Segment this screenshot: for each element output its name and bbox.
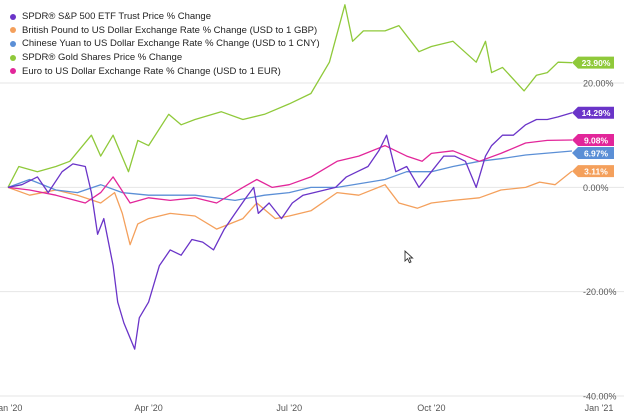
end-label-badge [572, 106, 614, 119]
end-label: 23.90% [582, 58, 611, 68]
x-tick-label: Oct '20 [417, 403, 445, 413]
legend-label: British Pound to US Dollar Exchange Rate… [22, 24, 318, 36]
end-labels: 23.90% 14.29% 9.08% 6.97% 3.11% [572, 56, 614, 178]
legend-item[interactable]: Euro to US Dollar Exchange Rate % Change… [10, 64, 320, 78]
legend-item[interactable]: Chinese Yuan to US Dollar Exchange Rate … [10, 37, 320, 51]
x-tick-label: Jul '20 [276, 403, 302, 413]
y-tick-label: -20.00% [583, 287, 617, 297]
y-tick-label: 20.00% [583, 79, 614, 89]
series-line [7, 4, 573, 188]
x-tick-label: Apr '20 [134, 403, 162, 413]
legend-label: SPDR® Gold Shares Price % Change [22, 52, 183, 64]
end-label: 3.11% [584, 166, 608, 176]
grid-lines [0, 82, 624, 397]
mouse-pointer-icon [404, 249, 414, 264]
legend-dot-icon [10, 27, 16, 34]
legend-dot-icon [10, 40, 16, 47]
legend-dot-icon [10, 13, 16, 20]
legend-item[interactable]: SPDR® S&P 500 ETF Trust Price % Change [10, 10, 320, 24]
legend-label: SPDR® S&P 500 ETF Trust Price % Change [22, 11, 211, 23]
end-label: 6.97% [584, 148, 609, 158]
end-label: 14.29% [582, 108, 611, 118]
end-label: 9.08% [584, 135, 609, 145]
series-line [7, 112, 573, 350]
end-label-badge [572, 165, 614, 178]
x-tick-label: Jan '20 [0, 403, 22, 413]
y-axis-ticks: 20.00% 0.00% -20.00% -40.00% [583, 79, 617, 402]
end-label-badge [572, 133, 614, 146]
legend-item[interactable]: British Pound to US Dollar Exchange Rate… [10, 24, 320, 38]
legend-item[interactable]: SPDR® Gold Shares Price % Change [10, 51, 320, 65]
series-line [7, 150, 573, 202]
legend: SPDR® S&P 500 ETF Trust Price % Change Br… [10, 10, 320, 78]
legend-label: Chinese Yuan to US Dollar Exchange Rate … [22, 38, 320, 50]
y-tick-label: -40.00% [583, 392, 617, 402]
legend-dot-icon [10, 54, 16, 61]
legend-label: Euro to US Dollar Exchange Rate % Change… [22, 65, 281, 77]
legend-dot-icon [10, 68, 16, 75]
x-tick-label: Jan '21 [585, 403, 614, 413]
end-label-badge [572, 56, 614, 69]
y-tick-label: 0.00% [583, 183, 609, 193]
series-line [7, 139, 573, 204]
x-axis-ticks: Jan '20 Apr '20 Jul '20 Oct '20 Jan '21 [0, 403, 613, 413]
series-line [7, 170, 573, 246]
series-lines [7, 4, 573, 350]
end-label-badge [572, 146, 614, 159]
